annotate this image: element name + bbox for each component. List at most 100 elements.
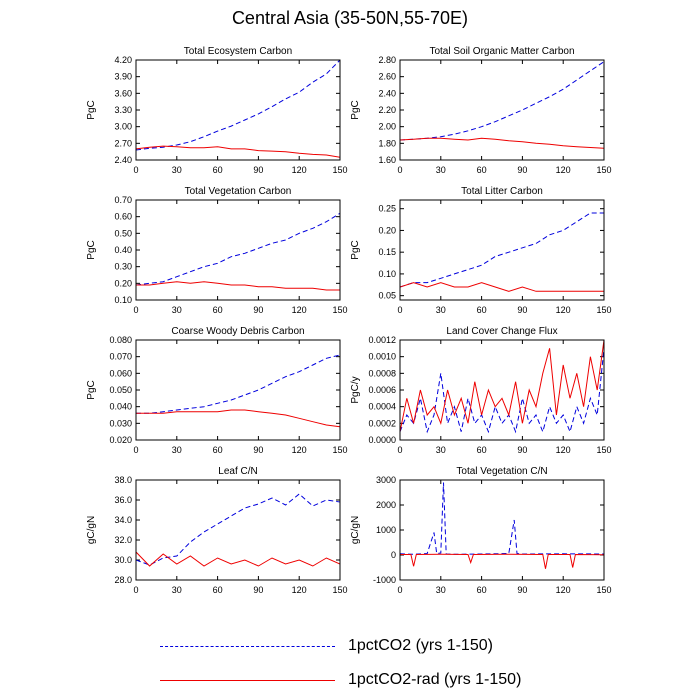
y-tick-label: 36.0 — [114, 495, 132, 505]
y-tick-label: 0.0010 — [368, 352, 396, 362]
y-tick-label: 0.0004 — [368, 402, 396, 412]
y-tick-label: 34.0 — [114, 515, 132, 525]
y-axis-label: PgC — [350, 240, 361, 259]
plot-frame — [135, 339, 341, 441]
y-tick-label: 2.00 — [378, 122, 396, 132]
panel-5: Land Cover Change Flux PgC/y 0 30 60 90 120 150… — [350, 326, 612, 455]
panel-6: Leaf C/N gC/gN 0 30 60 90 120 150 28.0 30.0 32.0 34… — [86, 466, 348, 595]
x-tick-label: 90 — [253, 305, 263, 315]
y-tick-label: 4.20 — [114, 55, 132, 65]
y-tick-label: 38.0 — [114, 475, 132, 485]
series-line-1pctco2-rad — [136, 409, 340, 428]
x-tick-label: 30 — [172, 585, 182, 595]
plot-frame — [399, 479, 605, 581]
x-tick-label: 120 — [556, 585, 571, 595]
y-tick-label: 0.040 — [109, 402, 132, 412]
y-tick-label: 0.15 — [378, 247, 396, 257]
x-tick-label: 90 — [253, 165, 263, 175]
x-tick-label: 150 — [332, 165, 347, 175]
panel-4: Coarse Woody Debris Carbon PgC 0 30 60 90 120 1… — [86, 326, 348, 455]
x-tick-label: 60 — [213, 585, 223, 595]
y-tick-label: 2000 — [376, 500, 396, 510]
y-tick-label: 0.0002 — [368, 418, 396, 428]
x-tick-label: 0 — [133, 165, 138, 175]
x-tick-label: 150 — [332, 445, 347, 455]
y-tick-label: 0.40 — [114, 245, 132, 255]
y-tick-label: 0.30 — [114, 262, 132, 272]
series-line-1pctco2 — [400, 61, 604, 141]
y-tick-label: 28.0 — [114, 575, 132, 585]
x-tick-label: 90 — [253, 585, 263, 595]
x-tick-label: 60 — [477, 585, 487, 595]
y-tick-label: 0.060 — [109, 368, 132, 378]
y-tick-label: 2.20 — [378, 105, 396, 115]
x-tick-label: 60 — [213, 445, 223, 455]
panel-title: Total Litter Carbon — [461, 186, 543, 197]
legend-item-1pctco2-rad: 1pctCO2-rad (yrs 1-150) — [160, 668, 580, 698]
x-tick-label: 30 — [172, 165, 182, 175]
x-tick-label: 120 — [556, 165, 571, 175]
panel-title: Total Vegetation Carbon — [185, 186, 292, 197]
plot-frame — [135, 479, 341, 581]
x-tick-label: 0 — [397, 165, 402, 175]
series-line-1pctco2 — [400, 348, 604, 434]
y-tick-label: 0.10 — [114, 295, 132, 305]
y-tick-label: 3.90 — [114, 72, 132, 82]
x-tick-label: 150 — [332, 305, 347, 315]
series-line-1pctco2-rad — [400, 340, 604, 432]
plot-frame — [399, 339, 605, 441]
y-tick-label: 32.0 — [114, 535, 132, 545]
x-tick-label: 30 — [172, 445, 182, 455]
x-tick-label: 30 — [436, 165, 446, 175]
y-tick-label: 0.0008 — [368, 368, 396, 378]
panel-2: Total Vegetation Carbon PgC 0 30 60 90 120 150 0… — [86, 186, 348, 315]
y-tick-label: 3000 — [376, 475, 396, 485]
x-tick-label: 120 — [556, 445, 571, 455]
x-tick-label: 150 — [332, 585, 347, 595]
y-tick-label: 3.00 — [114, 122, 132, 132]
series-line-1pctco2-rad — [400, 282, 604, 292]
legend-label: 1pctCO2 (yrs 1-150) — [348, 637, 493, 654]
panel-title: Total Soil Organic Matter Carbon — [429, 46, 574, 57]
panel-7: Total Vegetation C/N gC/gN 0 30 60 90 120 150 -1… — [350, 466, 612, 595]
x-tick-label: 0 — [397, 305, 402, 315]
x-tick-label: 30 — [172, 305, 182, 315]
x-tick-label: 90 — [253, 445, 263, 455]
x-tick-label: 0 — [133, 585, 138, 595]
x-tick-label: 60 — [477, 305, 487, 315]
x-tick-label: 90 — [517, 305, 527, 315]
x-tick-label: 120 — [292, 585, 307, 595]
x-tick-label: 150 — [596, 445, 611, 455]
legend-label: 1pctCO2-rad (yrs 1-150) — [348, 671, 522, 688]
y-tick-label: 2.40 — [378, 88, 396, 98]
legend-line-dashed — [160, 646, 335, 647]
y-tick-label: 0.0006 — [368, 385, 396, 395]
plot-frame — [135, 199, 341, 301]
x-tick-label: 0 — [397, 445, 402, 455]
y-tick-label: 0.10 — [378, 269, 396, 279]
x-tick-label: 0 — [133, 305, 138, 315]
y-tick-label: 0.030 — [109, 418, 132, 428]
y-axis-label: PgC/y — [350, 376, 361, 403]
x-tick-label: 60 — [213, 305, 223, 315]
y-tick-label: 0.70 — [114, 195, 132, 205]
y-axis-label: PgC — [86, 100, 97, 119]
series-line-1pctco2-rad — [136, 551, 340, 567]
series-line-1pctco2 — [136, 60, 340, 151]
y-tick-label: 2.70 — [114, 138, 132, 148]
y-tick-label: 0.080 — [109, 335, 132, 345]
plot-frame — [399, 59, 605, 161]
series-line-1pctco2 — [136, 354, 340, 414]
x-tick-label: 150 — [596, 165, 611, 175]
series-line-1pctco2 — [400, 482, 604, 555]
panel-title: Total Vegetation C/N — [456, 466, 547, 477]
y-tick-label: 0 — [391, 550, 396, 560]
series-line-1pctco2 — [400, 212, 604, 288]
panel-3: Total Litter Carbon PgC 0 30 60 90 120 150 0.05 0… — [350, 186, 612, 315]
series-line-1pctco2 — [136, 212, 340, 286]
x-tick-label: 150 — [596, 305, 611, 315]
x-tick-label: 30 — [436, 585, 446, 595]
y-tick-label: 0.50 — [114, 228, 132, 238]
series-line-1pctco2 — [136, 493, 340, 566]
